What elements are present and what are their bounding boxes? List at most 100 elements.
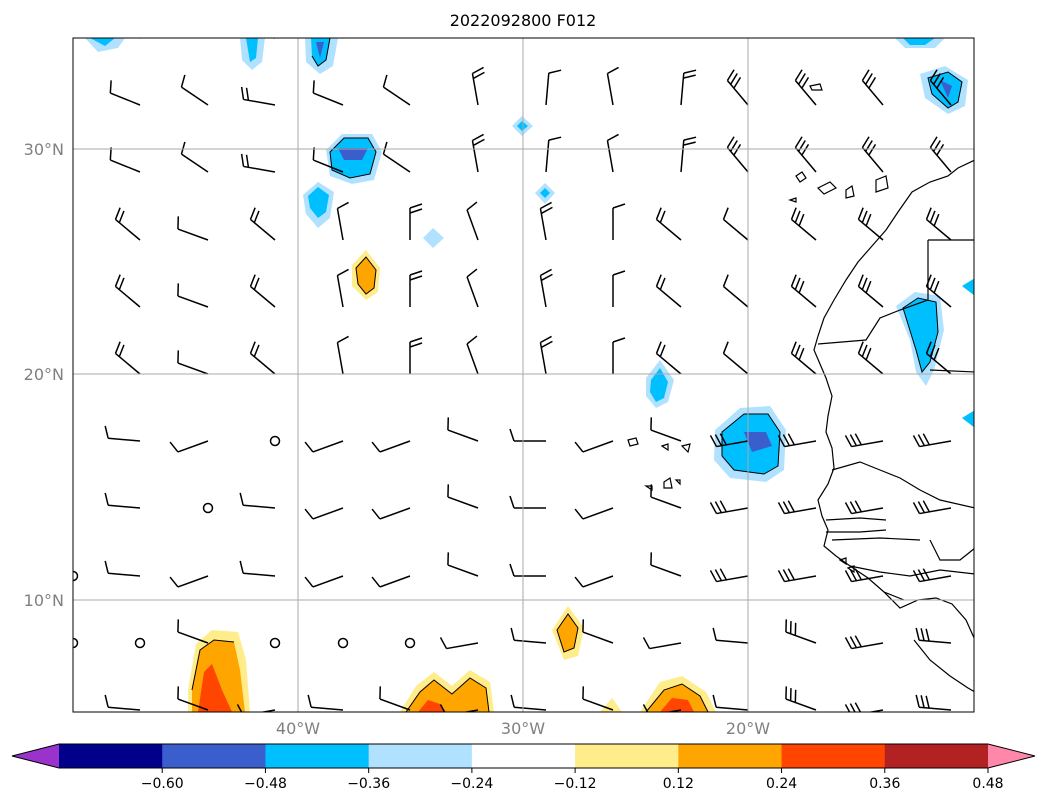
wind-barb bbox=[680, 136, 697, 173]
wind-barb bbox=[371, 507, 411, 520]
wind-barb bbox=[73, 239, 74, 240]
wind-barb bbox=[857, 274, 884, 308]
colorbar-segment bbox=[162, 744, 266, 768]
wind-barb bbox=[650, 552, 682, 577]
wind-barb bbox=[249, 207, 276, 241]
wind-barb bbox=[312, 80, 344, 106]
wind-barb bbox=[371, 440, 411, 453]
calm-marker bbox=[404, 637, 416, 649]
wind-barb bbox=[815, 38, 816, 39]
colorbar-segment bbox=[368, 744, 473, 768]
wind-barb bbox=[447, 417, 479, 442]
wind-barb bbox=[912, 433, 952, 448]
wind-barb bbox=[510, 627, 547, 644]
wind-barb bbox=[104, 694, 141, 711]
lon-label-40w: 40°W bbox=[276, 719, 320, 738]
wind-barb bbox=[40, 20, 73, 38]
wind-barb bbox=[169, 440, 209, 453]
calm-marker bbox=[337, 637, 349, 649]
wind-barb bbox=[709, 500, 749, 515]
wind-barb bbox=[114, 341, 141, 375]
wind-barb bbox=[439, 704, 479, 712]
wind-barb bbox=[882, 38, 883, 39]
wind-barb bbox=[655, 207, 682, 241]
colorbar-tick-label: −0.48 bbox=[244, 776, 287, 792]
wind-barb bbox=[929, 69, 952, 106]
wind-barb bbox=[539, 268, 553, 308]
wind-barb bbox=[177, 686, 209, 711]
latitude-labels: 30°N 20°N 10°N bbox=[24, 140, 64, 610]
wind-barb bbox=[709, 433, 749, 448]
colorbar-tick-label: 0.36 bbox=[869, 776, 900, 792]
wind-barb bbox=[240, 153, 276, 173]
colorbar-tick-label: −0.36 bbox=[347, 776, 390, 792]
wind-barb bbox=[73, 508, 74, 509]
wind-barb bbox=[114, 207, 141, 241]
wind-barb bbox=[712, 627, 749, 644]
wind-barb bbox=[206, 38, 208, 39]
wind-barb bbox=[249, 341, 276, 375]
wind-barb bbox=[915, 627, 952, 644]
wind-barb bbox=[177, 350, 209, 375]
calm-marker bbox=[269, 637, 281, 649]
wind-barb bbox=[471, 133, 485, 173]
wind-barb bbox=[722, 274, 749, 308]
colorbar: −0.60 −0.48 −0.36 −0.24 −0.12 0.12 0.24 0.36 0.4… bbox=[11, 743, 1036, 792]
wind-barb bbox=[409, 337, 423, 374]
colorbar-arrow-low bbox=[12, 744, 59, 768]
wind-barb bbox=[466, 335, 479, 375]
wind-barb bbox=[925, 274, 952, 308]
calm-marker bbox=[269, 435, 281, 447]
wind-barb bbox=[510, 694, 547, 711]
wind-barb bbox=[929, 136, 952, 173]
wind-barb bbox=[612, 337, 626, 374]
wind-barb bbox=[681, 38, 682, 39]
wind-barb bbox=[109, 80, 141, 106]
wind-barb bbox=[612, 270, 626, 307]
wind-barb bbox=[239, 560, 276, 577]
wind-barb bbox=[861, 69, 884, 106]
wind-barb bbox=[73, 710, 74, 711]
wind-barb bbox=[177, 283, 209, 308]
wind-barbs bbox=[40, 20, 952, 712]
wind-barb bbox=[509, 428, 546, 442]
wind-barb bbox=[777, 568, 817, 583]
shaded-field bbox=[85, 38, 974, 712]
gridlines bbox=[73, 38, 974, 712]
wind-barb bbox=[642, 704, 682, 712]
wind-barb bbox=[545, 69, 562, 106]
wind-barb bbox=[606, 66, 619, 106]
contour-lines bbox=[191, 38, 963, 712]
lon-label-20w: 20°W bbox=[726, 719, 770, 738]
wind-barb bbox=[655, 341, 682, 375]
colorbar-tick-label: −0.12 bbox=[554, 776, 597, 792]
wind-barb bbox=[239, 492, 276, 509]
wind-barb bbox=[408, 38, 410, 39]
wind-barb bbox=[447, 484, 479, 509]
colorbar-arrow-high bbox=[988, 744, 1035, 768]
coastline bbox=[627, 83, 974, 693]
wind-barb bbox=[545, 136, 562, 173]
wind-barb bbox=[712, 694, 749, 711]
wind-barb bbox=[466, 268, 479, 308]
wind-barb bbox=[777, 433, 817, 448]
wind-barb bbox=[574, 575, 614, 588]
wind-barb bbox=[912, 500, 952, 515]
wind-barb bbox=[73, 104, 74, 105]
wind-barb bbox=[509, 563, 546, 577]
longitude-labels: 40°W 30°W 20°W bbox=[276, 719, 770, 738]
wind-barb bbox=[582, 686, 614, 711]
wind-barb bbox=[582, 619, 614, 644]
wind-barb bbox=[785, 619, 817, 644]
wind-barb bbox=[304, 507, 344, 520]
wind-barb bbox=[606, 133, 619, 173]
colorbar-segment bbox=[678, 744, 783, 768]
wind-barb bbox=[642, 637, 682, 650]
calm-marker bbox=[73, 637, 79, 649]
wind-barb bbox=[249, 274, 276, 308]
lat-label-30n: 30°N bbox=[24, 140, 64, 159]
wind-barb bbox=[709, 568, 749, 583]
wind-barb bbox=[844, 500, 884, 515]
wind-barb bbox=[336, 268, 349, 308]
wind-barb bbox=[726, 69, 749, 106]
